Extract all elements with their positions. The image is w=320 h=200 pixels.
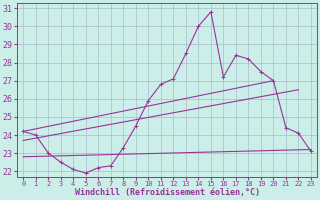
X-axis label: Windchill (Refroidissement éolien,°C): Windchill (Refroidissement éolien,°C) bbox=[75, 188, 260, 197]
